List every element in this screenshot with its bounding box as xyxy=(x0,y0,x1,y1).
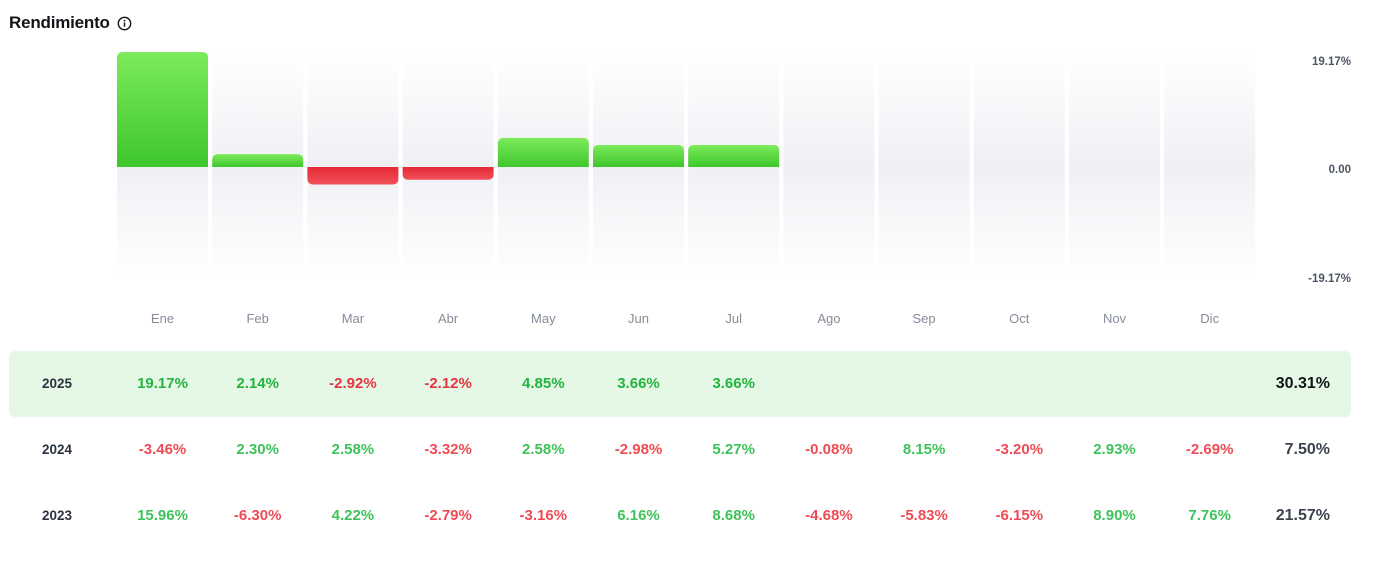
bar-abr[interactable] xyxy=(402,167,494,180)
year-label: 2024 xyxy=(41,442,73,457)
return-cell-ene: -3.46% xyxy=(138,441,187,458)
bar-may[interactable] xyxy=(497,137,589,167)
return-cell-mar: -2.92% xyxy=(329,375,377,392)
return-cell-oct xyxy=(974,351,1064,417)
return-cell-abr: -3.32% xyxy=(424,441,472,458)
return-cell-ene: 19.17% xyxy=(137,375,188,392)
month-label-mar: Mar xyxy=(342,311,365,326)
return-cell-may: -3.16% xyxy=(519,507,568,524)
y-tick-label: -19.17% xyxy=(1308,273,1351,285)
bar-ene[interactable] xyxy=(117,52,208,167)
return-cell-dic: -2.69% xyxy=(1185,441,1234,458)
return-cell-nov: 2.93% xyxy=(1093,441,1136,458)
return-cell-mar: 4.22% xyxy=(331,507,375,524)
return-cell-jun: 6.16% xyxy=(617,507,660,524)
returns-table: 2025 19.17% 2.14% -2.92% -2.12% 4.85% 3.66% 3.6… xyxy=(9,351,1351,549)
annual-total-cell: 21.57% xyxy=(1275,507,1330,524)
bar-track-mar xyxy=(307,52,399,280)
return-cell-feb: 2.14% xyxy=(236,375,279,392)
return-cell-ago: -4.68% xyxy=(805,507,853,524)
month-label-may: May xyxy=(531,311,556,326)
bar-track-nov xyxy=(1069,52,1160,280)
return-cell-mar: 2.58% xyxy=(331,441,375,458)
return-cell-ene: 15.96% xyxy=(137,507,188,524)
info-circle-icon[interactable] xyxy=(117,16,132,31)
month-label-ene: Ene xyxy=(151,311,174,326)
page-title: Rendimiento xyxy=(9,13,110,32)
return-cell-sep: -5.83% xyxy=(900,507,948,524)
return-cell-may: 4.85% xyxy=(522,375,565,392)
bar-track-abr xyxy=(402,52,494,280)
return-cell-abr: -2.12% xyxy=(424,375,472,392)
annual-total-cell: 7.50% xyxy=(1284,441,1330,458)
month-label-ago: Ago xyxy=(817,311,840,326)
y-tick-label: 0.00 xyxy=(1329,164,1351,176)
return-cell-oct: -6.15% xyxy=(995,507,1044,524)
table-row-2023: 2023 15.96% -6.30% 4.22% -2.79% -3.16% 6.16% 8.… xyxy=(9,483,1351,549)
return-cell-oct: -3.20% xyxy=(995,441,1044,458)
month-label-feb: Feb xyxy=(246,311,268,326)
year-label: 2025 xyxy=(41,376,73,391)
monthly-returns-chart: Ene Feb Mar Abr May Jun Jul Ago Sep Oct Nov Dic 19.… xyxy=(117,52,1351,326)
return-cell-ago xyxy=(784,351,874,417)
return-cell-sep: 8.15% xyxy=(902,441,946,458)
return-cell-may: 2.58% xyxy=(522,441,565,458)
bar-track-dic xyxy=(1164,52,1256,280)
return-cell-nov: 8.90% xyxy=(1093,507,1136,524)
month-label-nov: Nov xyxy=(1103,311,1127,326)
month-label-abr: Abr xyxy=(438,311,459,326)
month-label-oct: Oct xyxy=(1009,311,1030,326)
month-label-jul: Jul xyxy=(725,311,742,326)
month-label-jun: Jun xyxy=(628,311,649,326)
return-cell-sep xyxy=(879,351,969,417)
bar-track-oct xyxy=(973,52,1065,280)
return-cell-jul: 8.68% xyxy=(712,507,755,524)
y-tick-label: 19.17% xyxy=(1312,56,1351,68)
return-cell-nov xyxy=(1070,351,1160,417)
table-row-2025: 2025 19.17% 2.14% -2.92% -2.12% 4.85% 3.66% 3.6… xyxy=(9,351,1351,417)
annual-total-cell: 30.31% xyxy=(1275,375,1330,392)
return-cell-jul: 3.66% xyxy=(712,375,755,392)
year-label: 2023 xyxy=(41,508,73,523)
bar-track-sep xyxy=(878,52,970,280)
return-cell-jul: 5.27% xyxy=(712,441,755,458)
return-cell-ago: -0.08% xyxy=(805,441,853,458)
return-cell-abr: -2.79% xyxy=(424,507,472,524)
month-label-sep: Sep xyxy=(913,311,936,326)
return-cell-dic: 7.76% xyxy=(1188,507,1231,524)
bar-mar[interactable] xyxy=(307,167,399,185)
bar-feb[interactable] xyxy=(212,154,304,167)
return-cell-jun: -2.98% xyxy=(614,441,663,458)
return-cell-feb: -6.30% xyxy=(233,507,282,524)
return-cell-feb: 2.30% xyxy=(236,441,279,458)
bar-jun[interactable] xyxy=(593,145,684,167)
month-label-dic: Dic xyxy=(1200,311,1219,326)
bar-jul[interactable] xyxy=(688,145,780,167)
performance-header: Rendimiento xyxy=(9,12,132,34)
table-row-2024: 2024 -3.46% 2.30% 2.58% -3.32% 2.58% -2.98% 5.2… xyxy=(9,417,1351,483)
return-cell-jun: 3.66% xyxy=(617,375,660,392)
bar-track-ago xyxy=(783,52,875,280)
